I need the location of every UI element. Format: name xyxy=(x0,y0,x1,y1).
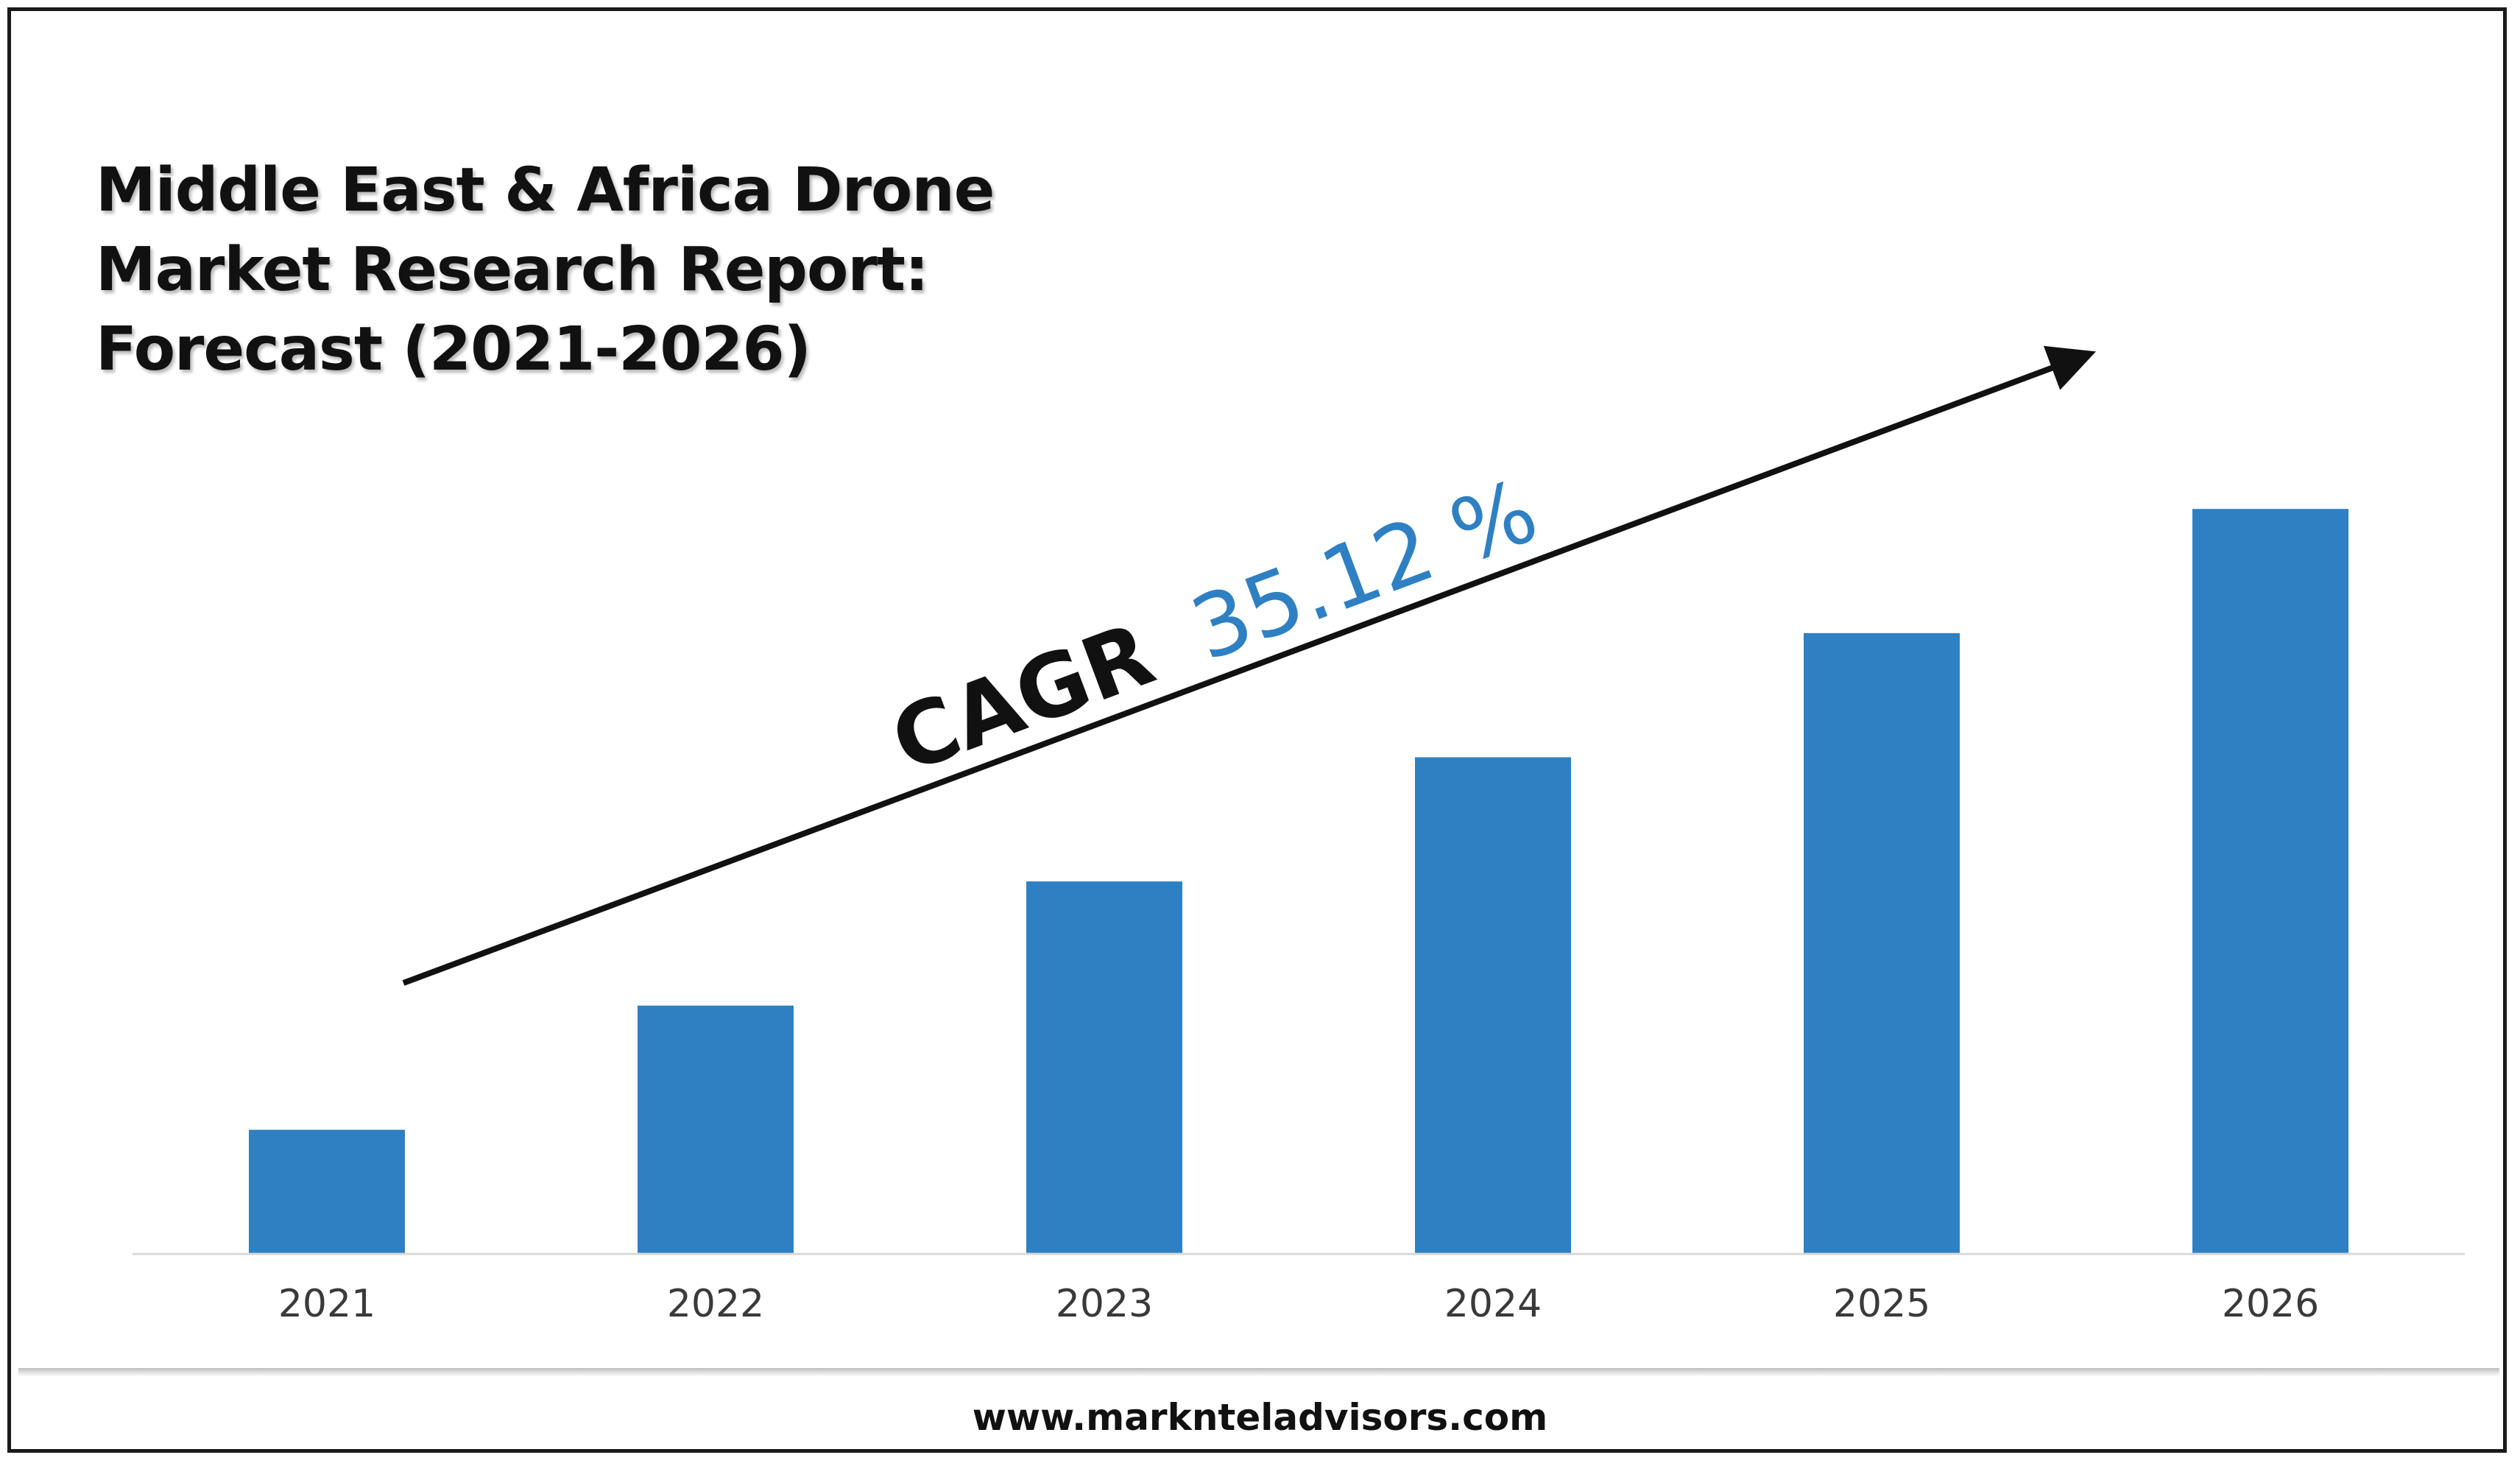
chart-title-line-1: Middle East & Africa Drone xyxy=(96,155,995,225)
x-tick-labels: 2021 2022 2023 2024 2025 2026 xyxy=(278,1282,2319,1326)
footer-divider xyxy=(18,1368,2499,1377)
bar-2022 xyxy=(638,1005,794,1254)
chart-title-line-3: Forecast (2021-2026) xyxy=(96,314,811,384)
cagr-annotation: CAGR 35.12 % xyxy=(878,459,1550,792)
chart-frame xyxy=(7,7,2507,1453)
bar-2023 xyxy=(1026,881,1182,1254)
x-tick-label-2024: 2024 xyxy=(1444,1282,1542,1326)
bar-2021 xyxy=(249,1130,405,1254)
bar-2025 xyxy=(1804,632,1960,1254)
footer-url: www.marknteladvisors.com xyxy=(972,1396,1548,1439)
x-tick-label-2026: 2026 xyxy=(2222,1282,2319,1326)
bar-2024 xyxy=(1415,757,1571,1254)
cagr-value: 35.12 % xyxy=(1179,459,1550,680)
cagr-label: CAGR xyxy=(878,603,1166,792)
growth-trend-arrow xyxy=(402,345,2096,986)
bar-2026 xyxy=(2192,509,2348,1254)
x-tick-label-2022: 2022 xyxy=(667,1282,764,1326)
x-tick-label-2023: 2023 xyxy=(1056,1282,1153,1326)
chart-title-line-2: Market Research Report: xyxy=(96,235,929,305)
bars-group xyxy=(249,509,2348,1254)
x-tick-label-2025: 2025 xyxy=(1833,1282,1930,1326)
x-tick-label-2021: 2021 xyxy=(278,1282,375,1326)
chart-title: Middle East & Africa Drone Market Resear… xyxy=(96,151,995,390)
